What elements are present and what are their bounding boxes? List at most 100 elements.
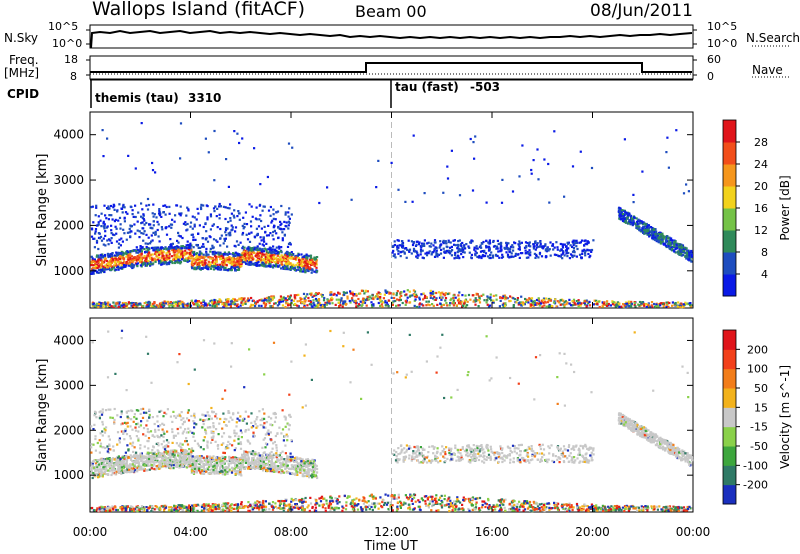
heatmap-cell [465, 243, 468, 246]
heatmap-cell [573, 302, 576, 305]
heatmap-cell [226, 245, 229, 248]
heatmap-cell [231, 226, 234, 229]
heatmap-cell [432, 304, 435, 307]
heatmap-cell [664, 244, 667, 247]
heatmap-cell [457, 301, 461, 304]
heatmap-cell [653, 302, 656, 306]
heatmap-cell [225, 268, 228, 271]
heatmap-cell [393, 240, 396, 243]
heatmap-cell [313, 304, 316, 307]
heatmap-cell [103, 261, 106, 264]
heatmap-cell [292, 267, 295, 270]
heatmap-cell [542, 297, 546, 300]
heatmap-cell [228, 256, 231, 259]
heatmap-cell [168, 451, 172, 454]
heatmap-cell [144, 264, 147, 267]
heatmap-cell [266, 255, 269, 258]
heatmap-cell [154, 233, 157, 236]
heatmap-cell [252, 299, 255, 302]
heatmap-cell [250, 247, 253, 250]
heatmap-cell [310, 304, 313, 307]
heatmap-cell [273, 464, 276, 467]
heatmap-cell [220, 265, 223, 269]
heatmap-cell [152, 305, 155, 308]
heatmap-cell [139, 264, 142, 267]
heatmap-cell [241, 245, 245, 248]
heatmap-cell [338, 305, 341, 308]
heatmap-cell [497, 250, 500, 253]
heatmap-cell [461, 241, 464, 245]
heatmap-cell [647, 304, 650, 307]
heatmap-cell [550, 305, 554, 308]
heatmap-cell [315, 263, 318, 266]
heatmap-cell [280, 246, 283, 249]
heatmap-cell [581, 249, 584, 252]
freq-panel [86, 55, 790, 80]
heatmap-cell [237, 262, 240, 265]
heatmap-cell [211, 224, 214, 227]
heatmap-cell [401, 240, 404, 243]
heatmap-cell [301, 270, 304, 273]
heatmap-cell [263, 299, 266, 302]
heatmap-cell [339, 304, 342, 307]
heatmap-cell [453, 243, 456, 246]
heatmap-cell [255, 264, 258, 267]
heatmap-cell [225, 263, 228, 266]
heatmap-cell [644, 229, 647, 232]
heatmap-cell [653, 305, 657, 308]
heatmap-cell [221, 253, 224, 256]
heatmap-cell [234, 251, 237, 254]
heatmap-cell [357, 297, 360, 301]
heatmap-cell [686, 252, 689, 255]
heatmap-cell [590, 166, 594, 170]
heatmap-cell [174, 259, 177, 262]
heatmap-cell [583, 244, 586, 247]
heatmap-cell [333, 292, 336, 295]
heatmap-cell [492, 240, 495, 243]
heatmap-cell [102, 155, 105, 158]
heatmap-cell [630, 304, 633, 307]
heatmap-cell [229, 217, 232, 220]
heatmap-cell [103, 270, 106, 274]
heatmap-cell [434, 246, 437, 249]
heatmap-cell [125, 251, 128, 254]
heatmap-cell [100, 302, 103, 305]
heatmap-cell [213, 253, 216, 256]
heatmap-cell [302, 260, 305, 263]
heatmap-cell [277, 226, 280, 229]
heatmap-cell [220, 262, 223, 265]
heatmap-cell [165, 247, 168, 250]
heatmap-cell [384, 304, 387, 307]
heatmap-cell [142, 227, 145, 230]
heatmap-cell [372, 304, 375, 307]
heatmap-cell [243, 246, 246, 249]
heatmap-cell [686, 302, 689, 305]
heatmap-cell [231, 256, 234, 260]
heatmap-cell [682, 305, 685, 309]
heatmap-cell [293, 294, 296, 297]
heatmap-cell [315, 266, 318, 269]
heatmap-cell [289, 267, 292, 271]
heatmap-cell [133, 223, 136, 226]
heatmap-cell [220, 257, 224, 260]
heatmap-cell [209, 304, 212, 307]
heatmap-cell [598, 305, 601, 309]
heatmap-cell [642, 229, 645, 232]
heatmap-cell [225, 257, 228, 260]
heatmap-cell [403, 251, 406, 254]
heatmap-cell [257, 304, 261, 307]
heatmap-cell [120, 254, 123, 257]
heatmap-cell [485, 245, 488, 248]
heatmap-cell [379, 304, 382, 307]
heatmap-cell [288, 221, 291, 224]
heatmap-cell [215, 468, 218, 471]
heatmap-cell [147, 203, 151, 207]
heatmap-cell [117, 305, 120, 308]
heatmap-cell [222, 259, 225, 263]
heatmap-cell [90, 264, 93, 267]
heatmap-cell [256, 256, 259, 259]
freq-label: Freq. [9, 53, 39, 67]
heatmap-cell [323, 296, 326, 300]
heatmap-cell [583, 248, 586, 251]
heatmap-cell [257, 225, 261, 228]
